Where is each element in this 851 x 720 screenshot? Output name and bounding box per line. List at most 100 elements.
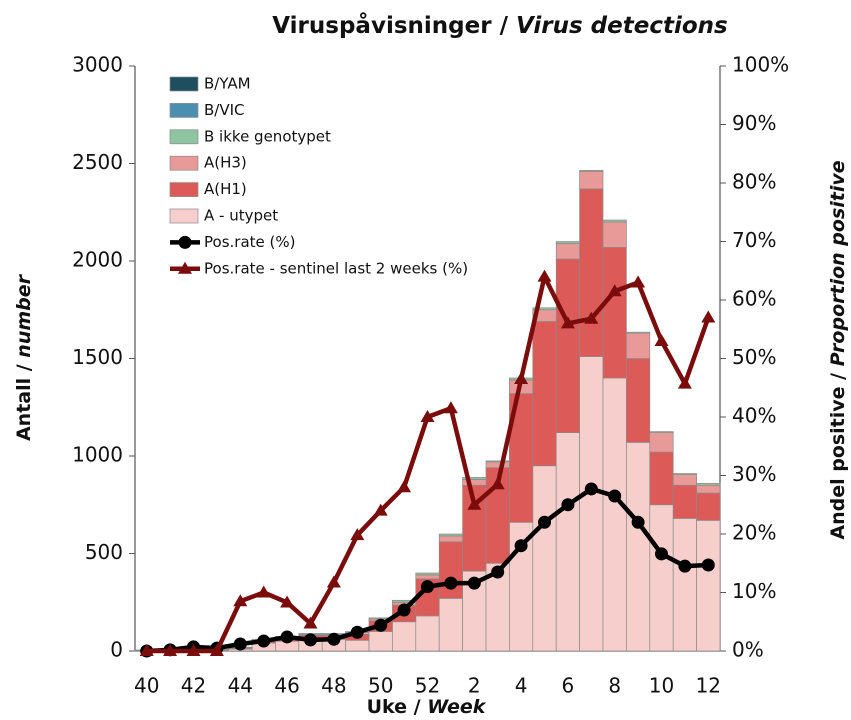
y2-tick-label: 40% [732,404,776,428]
bar-segment [602,247,627,379]
marker [256,585,271,598]
legend-item: B ikke genotypet [169,127,331,145]
y-label-part: Antall / [13,358,35,441]
legend-label: Pos.rate (%) [204,233,295,251]
bar-segment [415,574,440,580]
y2-tick-label: 70% [732,228,776,252]
marker [373,503,388,516]
bar-segment [438,597,463,652]
x-label-part: Week [427,696,487,718]
marker [584,482,598,496]
marker [701,310,716,323]
legend-label: A(H3) [204,154,247,172]
x-tick-label: 42 [181,674,206,698]
legend-item: A(H3) [169,154,247,172]
marker [701,558,715,572]
marker [303,616,318,629]
y2-tick-label: 10% [732,579,776,603]
marker [209,644,224,656]
bar-segment [532,321,557,467]
y-tick-label: 2500 [72,150,123,174]
x-tick-label: 8 [608,674,621,698]
legend-marker [178,261,192,274]
bar-segment [555,432,580,652]
bar-segment [696,492,721,521]
marker [397,603,411,617]
legend-swatch [169,208,199,224]
bar-segment [462,477,487,480]
bar-segment [485,461,510,469]
marker [608,489,622,503]
legend-swatch [169,129,199,145]
legend-item: Pos.rate - sentinel last 2 weeks (%) [170,259,468,277]
x-tick-label: 40 [134,674,159,698]
marker [514,539,528,553]
marker [397,480,412,493]
bar-segment [626,442,651,652]
legend-swatch [169,182,199,197]
marker [163,644,178,656]
marker [654,333,669,346]
marker [584,311,599,324]
x-tick-label: 48 [321,674,346,698]
marker [538,515,551,529]
y2-label-part: Andel positive / [827,366,849,539]
legend-item: A(H1) [169,180,247,198]
x-tick-label: 12 [696,674,721,698]
bar-segment [672,473,697,475]
y2-tick-label: 100% [732,53,789,77]
legend-swatch [169,155,199,171]
bar-segment [555,258,580,433]
legend-marker [178,235,192,249]
bar-segment [649,504,674,652]
y2-tick-label: 0% [732,638,764,662]
y-tick-label: 1500 [72,345,123,369]
bar-segment [696,519,721,652]
marker [280,630,294,644]
y-tick-label: 1000 [72,443,123,467]
legend-label: B/YAM [204,75,251,93]
y2-tick-label: 20% [732,521,776,545]
marker [233,594,248,607]
chart-title: Viruspåvisninger / Virus detections [272,12,727,39]
marker [467,497,482,510]
title-part: Virus detections [516,13,728,39]
bar-segment [626,332,651,359]
marker [186,644,201,656]
marker [491,565,505,579]
title-part: Viruspåvisninger / [272,12,516,39]
marker [374,618,388,632]
bar-segment [649,432,674,453]
marker [444,576,458,590]
marker [678,559,692,573]
bar-segment [672,518,697,652]
legend-swatch [169,103,199,118]
marker [350,625,364,639]
marker [327,632,341,646]
marker [467,576,481,590]
bar-segment [649,451,674,506]
bar-segment [345,639,370,652]
marker [537,269,552,282]
x-tick-label: 10 [649,674,674,698]
marker [560,316,575,329]
marker [233,637,247,651]
bar-segment [415,572,440,576]
legend-item: B/VIC [169,101,245,119]
y2-tick-label: 80% [732,170,776,194]
y-tick-label: 500 [85,540,123,564]
marker [139,644,154,656]
legend-label: B ikke genotypet [204,127,331,145]
bar-segment [438,533,463,537]
y2-tick-label: 50% [732,345,776,369]
marker [420,410,435,422]
marker [607,284,622,297]
legend-label: A - utypet [204,207,278,225]
x-tick-label: 44 [228,674,253,698]
bar-segment [532,465,557,652]
legend-item: A - utypet [169,207,278,225]
bar-segment [438,535,463,543]
marker [350,528,365,541]
marker [677,376,692,389]
legend-label: Pos.rate - sentinel last 2 weeks (%) [204,259,468,277]
